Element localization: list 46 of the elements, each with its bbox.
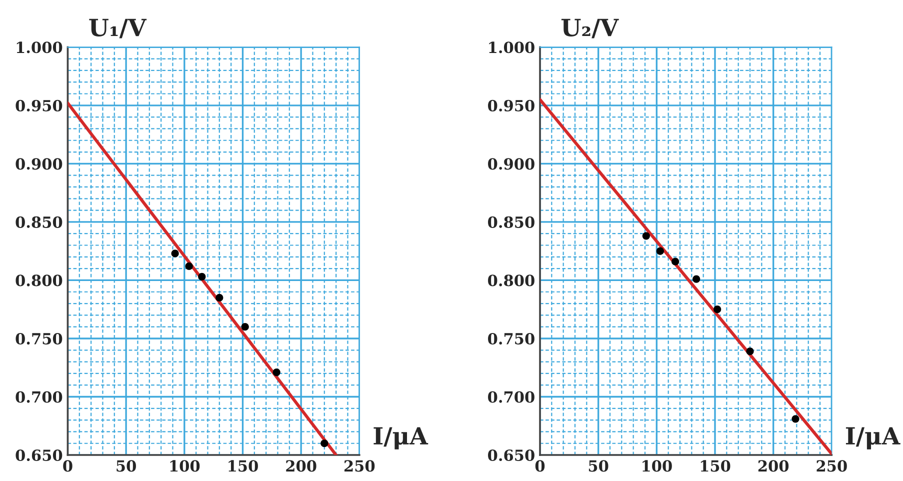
x-axis-title: I/μA <box>846 427 900 450</box>
y-tick-label: 0.850 <box>16 216 62 228</box>
y-axis-title: U₂/V <box>561 18 619 38</box>
point <box>714 306 722 314</box>
x-axis-title: I/μA <box>374 427 428 450</box>
point <box>642 232 650 240</box>
y-tick-label: 0.700 <box>488 391 534 403</box>
x-tick-label: 0 <box>535 460 545 472</box>
y-tick-label: 0.650 <box>16 449 62 462</box>
y-tick-label: 0.950 <box>488 100 534 112</box>
y-tick-label: 0.900 <box>488 158 534 170</box>
y-tick-label: 1.000 <box>489 42 534 54</box>
y-tick-label: 0.750 <box>488 332 534 345</box>
point <box>656 247 664 255</box>
point <box>692 275 700 283</box>
point <box>792 415 800 423</box>
y-tick-label: 0.650 <box>488 449 534 462</box>
point <box>320 440 328 448</box>
y-tick-label: 0.950 <box>16 100 62 112</box>
point <box>672 258 680 266</box>
x-tick-label: 100 <box>642 460 672 472</box>
y-tick-label: 0.700 <box>16 391 62 403</box>
y-tick-label: 0.800 <box>488 274 534 286</box>
x-tick-label: 50 <box>116 460 136 472</box>
point <box>185 262 193 270</box>
point <box>746 348 754 356</box>
point <box>171 250 179 258</box>
x-tick-label: 250 <box>344 460 375 472</box>
y-tick-label: 0.900 <box>16 158 62 170</box>
point <box>198 272 206 281</box>
point <box>272 368 280 376</box>
x-tick-label: 0 <box>63 460 72 472</box>
x-tick-label: 150 <box>700 460 730 472</box>
x-tick-label: 100 <box>170 460 200 472</box>
x-tick-label: 200 <box>286 460 316 472</box>
x-tick-label: 150 <box>228 460 258 472</box>
point <box>241 323 249 331</box>
point <box>216 294 224 302</box>
y-tick-label: 0.850 <box>488 216 534 228</box>
x-tick-label: 50 <box>588 460 608 472</box>
y-tick-label: 0.800 <box>16 274 62 286</box>
y-tick-label: 1.000 <box>16 42 62 54</box>
x-tick-label: 200 <box>758 460 789 472</box>
x-tick-label: 250 <box>816 460 847 472</box>
y-tick-label: 0.750 <box>16 332 62 345</box>
y-axis-title: U₁/V <box>89 18 147 38</box>
